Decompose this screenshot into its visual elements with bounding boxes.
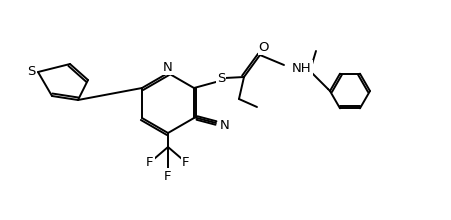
Text: N: N [163, 61, 172, 73]
Text: F: F [164, 169, 171, 183]
Text: S: S [216, 72, 225, 84]
Text: S: S [27, 64, 35, 77]
Text: O: O [258, 40, 269, 53]
Text: NH: NH [291, 62, 311, 75]
Text: N: N [220, 119, 230, 132]
Text: F: F [182, 156, 189, 169]
Text: F: F [146, 156, 153, 169]
